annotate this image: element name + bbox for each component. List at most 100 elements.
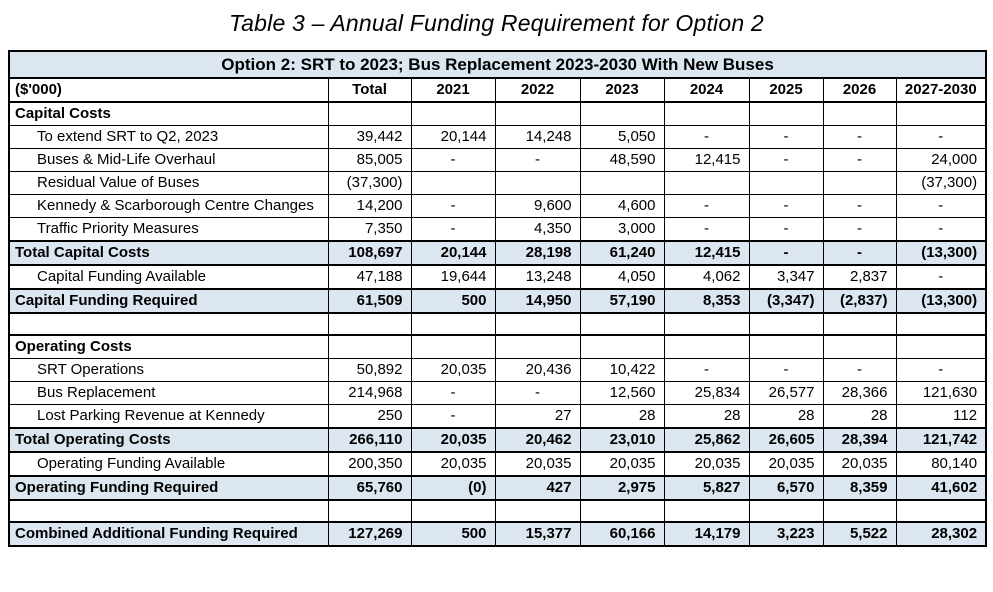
value-cell: 28 [579,404,665,429]
value-cell: (37,300) [895,171,987,195]
value-cell [895,334,987,359]
value-cell: 28 [663,404,750,429]
units-label: ($'000) [8,77,329,103]
value-cell: 112 [895,404,987,429]
value-cell: - [663,194,750,218]
value-cell: 266,110 [327,427,412,453]
column-header-2024: 2024 [663,77,750,103]
value-cell: 2,975 [579,475,665,501]
value-cell: 6,570 [748,475,824,501]
value-cell: - [663,358,750,382]
value-cell: (13,300) [895,240,987,266]
value-cell: - [822,217,897,242]
column-header-2026: 2026 [822,77,897,103]
value-cell: 121,630 [895,381,987,405]
value-cell: 20,035 [494,451,581,477]
value-cell [327,499,412,523]
value-cell [822,334,897,359]
value-cell: - [748,217,824,242]
value-cell [663,312,750,336]
value-cell: 47,188 [327,264,412,290]
page-title: Table 3 – Annual Funding Requirement for… [229,10,764,36]
value-cell: 20,035 [410,451,496,477]
value-cell: 80,140 [895,451,987,477]
value-cell: - [410,381,496,405]
table-row: Total Operating Costs 266,110 20,035 20,462… [8,427,987,453]
value-cell: 23,010 [579,427,665,453]
row-label: Operating Funding Available [8,451,329,477]
value-cell: 8,353 [663,288,750,314]
value-cell [579,499,665,523]
table-row: Buses & Mid-Life Overhaul 85,005- -48,590 1… [8,148,987,172]
value-cell: - [663,217,750,242]
value-cell [410,312,496,336]
value-cell: (3,347) [748,288,824,314]
value-cell: - [822,240,897,266]
value-cell [410,334,496,359]
value-cell: 5,827 [663,475,750,501]
value-cell: 14,200 [327,194,412,218]
value-cell: 85,005 [327,148,412,172]
value-cell [895,312,987,336]
row-label: Kennedy & Scarborough Centre Changes [8,194,329,218]
value-cell [579,171,665,195]
value-cell: - [748,194,824,218]
value-cell [748,499,824,523]
value-cell: 28,366 [822,381,897,405]
row-label: Capital Costs [8,101,329,126]
value-cell: 500 [410,288,496,314]
value-cell: 20,035 [748,451,824,477]
value-cell: 65,760 [327,475,412,501]
value-cell: 427 [494,475,581,501]
value-cell: 20,035 [579,451,665,477]
value-cell: 28,394 [822,427,897,453]
value-cell [748,312,824,336]
value-cell [822,499,897,523]
value-cell [327,312,412,336]
value-cell: 3,347 [748,264,824,290]
row-label: Operating Funding Required [8,475,329,501]
value-cell: 57,190 [579,288,665,314]
value-cell: - [748,240,824,266]
value-cell: 39,442 [327,125,412,149]
value-cell: 13,248 [494,264,581,290]
value-cell: 26,577 [748,381,824,405]
table-row: Lost Parking Revenue at Kennedy 250-27 28 2… [8,404,987,429]
table-row: Combined Additional Funding Required 127,… [8,521,987,547]
value-cell [822,171,897,195]
value-cell: 28 [748,404,824,429]
column-header-2022: 2022 [494,77,581,103]
column-header-total: Total [327,77,412,103]
value-cell: - [748,148,824,172]
table-row: Operating Funding Required 65,760 (0) 427 2,… [8,475,987,501]
value-cell: - [822,148,897,172]
value-cell [663,334,750,359]
value-cell: 127,269 [327,521,412,547]
value-cell [410,171,496,195]
table-row: SRT Operations 50,892 20,035 20,436 10,422- -… [8,358,987,382]
value-cell: (0) [410,475,496,501]
value-cell: 4,062 [663,264,750,290]
value-cell: 28 [822,404,897,429]
value-cell: 28,198 [494,240,581,266]
value-cell [494,171,581,195]
value-cell [822,101,897,126]
value-cell: 2,837 [822,264,897,290]
value-cell: 214,968 [327,381,412,405]
value-cell: 15,377 [494,521,581,547]
value-cell [494,499,581,523]
value-cell [494,334,581,359]
value-cell: 121,742 [895,427,987,453]
row-label [8,312,329,336]
value-cell: 7,350 [327,217,412,242]
table-row: Capital Funding Required 61,509 500 14,950 5… [8,288,987,314]
value-cell: - [822,358,897,382]
value-cell: 61,240 [579,240,665,266]
value-cell [663,171,750,195]
value-cell: - [895,358,987,382]
value-cell: - [895,264,987,290]
value-cell [327,334,412,359]
value-cell: (37,300) [327,171,412,195]
spacer-row [8,499,987,523]
value-cell [410,101,496,126]
